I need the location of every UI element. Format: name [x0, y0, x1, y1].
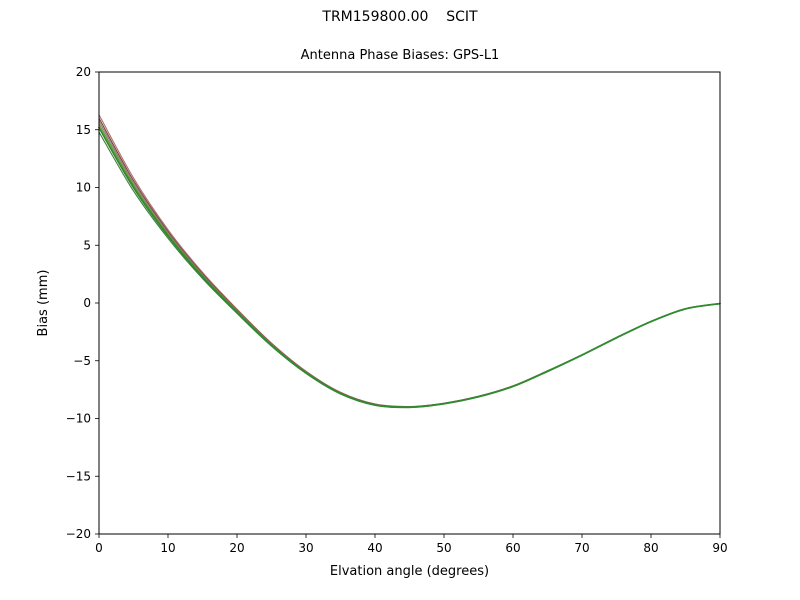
x-tick-label: 80 [643, 541, 658, 555]
chart-subtitle: Antenna Phase Biases: GPS-L1 [300, 48, 500, 63]
bias-curve-5 [98, 131, 721, 409]
x-tick-label: 40 [367, 541, 382, 555]
y-tick-label: 0 [83, 296, 91, 310]
y-tick-label: 5 [83, 238, 91, 252]
y-tick-label: 20 [76, 65, 91, 79]
y-axis-label: Bias (mm) [36, 270, 51, 337]
bias-curve-6 [98, 126, 721, 409]
x-tick-label: 10 [160, 541, 175, 555]
y-tick-label: 15 [76, 123, 91, 137]
x-tick-label: 20 [229, 541, 244, 555]
y-tick-label: −20 [66, 527, 91, 541]
y-tick-label: 10 [76, 181, 91, 195]
chart-title: TRM159800.00 SCIT [322, 9, 478, 25]
x-tick-label: 70 [574, 541, 589, 555]
plot-frame [98, 71, 721, 535]
x-tick-label: 0 [95, 541, 103, 555]
x-tick-label: 50 [436, 541, 451, 555]
x-axis-label: Elvation angle (degrees) [330, 564, 489, 579]
y-tick-label: −15 [66, 469, 91, 483]
x-tick-label: 30 [298, 541, 313, 555]
x-tick-label: 60 [505, 541, 520, 555]
bias-curve-1 [98, 114, 721, 408]
x-tick-label: 90 [712, 541, 727, 555]
y-tick-label: −5 [73, 354, 91, 368]
y-tick-label: −10 [66, 412, 91, 426]
